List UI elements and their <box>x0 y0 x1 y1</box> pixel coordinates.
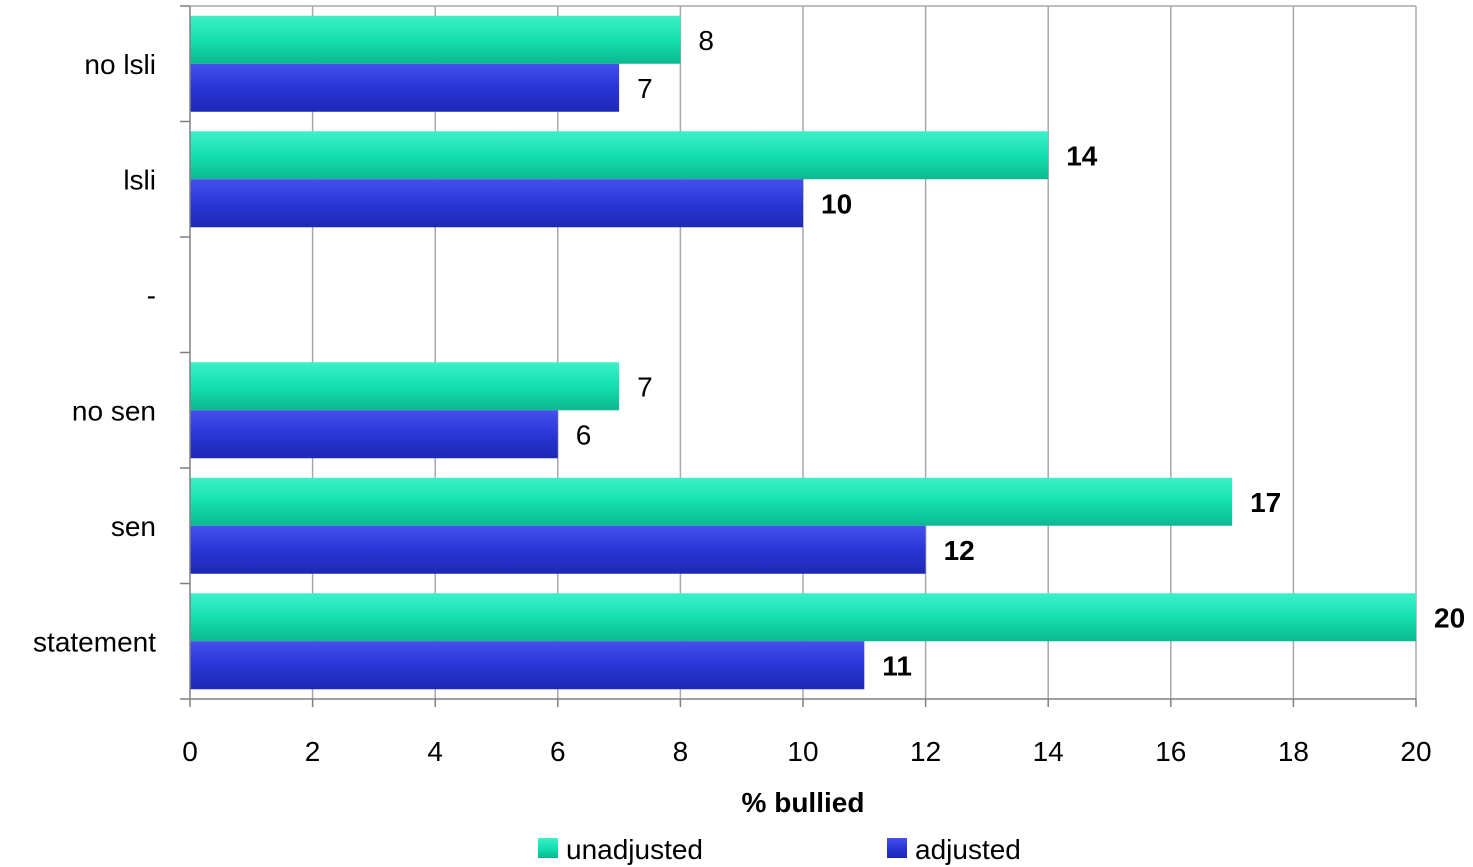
bar-unadjusted-lsli <box>190 131 1049 180</box>
x-axis-title: % bullied <box>742 787 865 818</box>
data-label: 20 <box>1434 602 1465 633</box>
x-tick-label: 4 <box>427 736 443 767</box>
category-label: - <box>147 280 156 311</box>
x-tick-label: 14 <box>1033 736 1064 767</box>
category-label: no sen <box>72 395 156 426</box>
category-label: statement <box>33 626 156 657</box>
bars <box>190 15 1416 690</box>
data-label: 6 <box>576 419 592 450</box>
x-tick-label: 8 <box>673 736 689 767</box>
x-tick-label: 6 <box>550 736 566 767</box>
axes: 0 2 4 6 8 10 12 14 16 18 20 no lsli lsli - no sen sen st… <box>33 5 1432 767</box>
bar-unadjusted-statement <box>190 593 1416 642</box>
legend-label-adjusted: adjusted <box>915 834 1021 865</box>
bar-unadjusted-no-sen <box>190 362 620 411</box>
x-tick-label: 0 <box>182 736 198 767</box>
data-label: 7 <box>637 371 653 402</box>
x-tick-label: 2 <box>305 736 321 767</box>
legend-swatch-adjusted <box>887 838 907 858</box>
legend: unadjusted adjusted <box>538 834 1021 865</box>
data-label: 11 <box>882 650 912 681</box>
gridlines <box>190 5 1417 699</box>
bar-adjusted-no-sen <box>190 410 558 459</box>
x-tick-label: 18 <box>1278 736 1309 767</box>
legend-swatch-unadjusted <box>538 838 558 858</box>
x-tick-label: 20 <box>1400 736 1431 767</box>
data-label: 14 <box>1066 140 1098 171</box>
bar-adjusted-no-lsli <box>190 63 620 112</box>
bar-adjusted-sen <box>190 525 926 574</box>
data-labels: 8 14 7 17 20 7 10 6 12 11 <box>576 25 1465 682</box>
bar-adjusted-statement <box>190 641 865 690</box>
x-tick-label: 10 <box>787 736 818 767</box>
bar-unadjusted-no-lsli <box>190 15 681 64</box>
data-label: 17 <box>1250 487 1281 518</box>
bar-unadjusted-sen <box>190 477 1233 526</box>
category-label: sen <box>111 511 156 542</box>
category-label: lsli <box>123 164 156 195</box>
data-label: 10 <box>821 188 852 219</box>
x-tick-label: 16 <box>1155 736 1186 767</box>
data-label: 12 <box>944 535 975 566</box>
x-tick-label: 12 <box>910 736 941 767</box>
data-label: 8 <box>698 25 714 56</box>
category-label: no lsli <box>84 49 156 80</box>
legend-label-unadjusted: unadjusted <box>566 834 703 865</box>
bar-adjusted-lsli <box>190 179 803 228</box>
data-label: 7 <box>637 73 653 104</box>
